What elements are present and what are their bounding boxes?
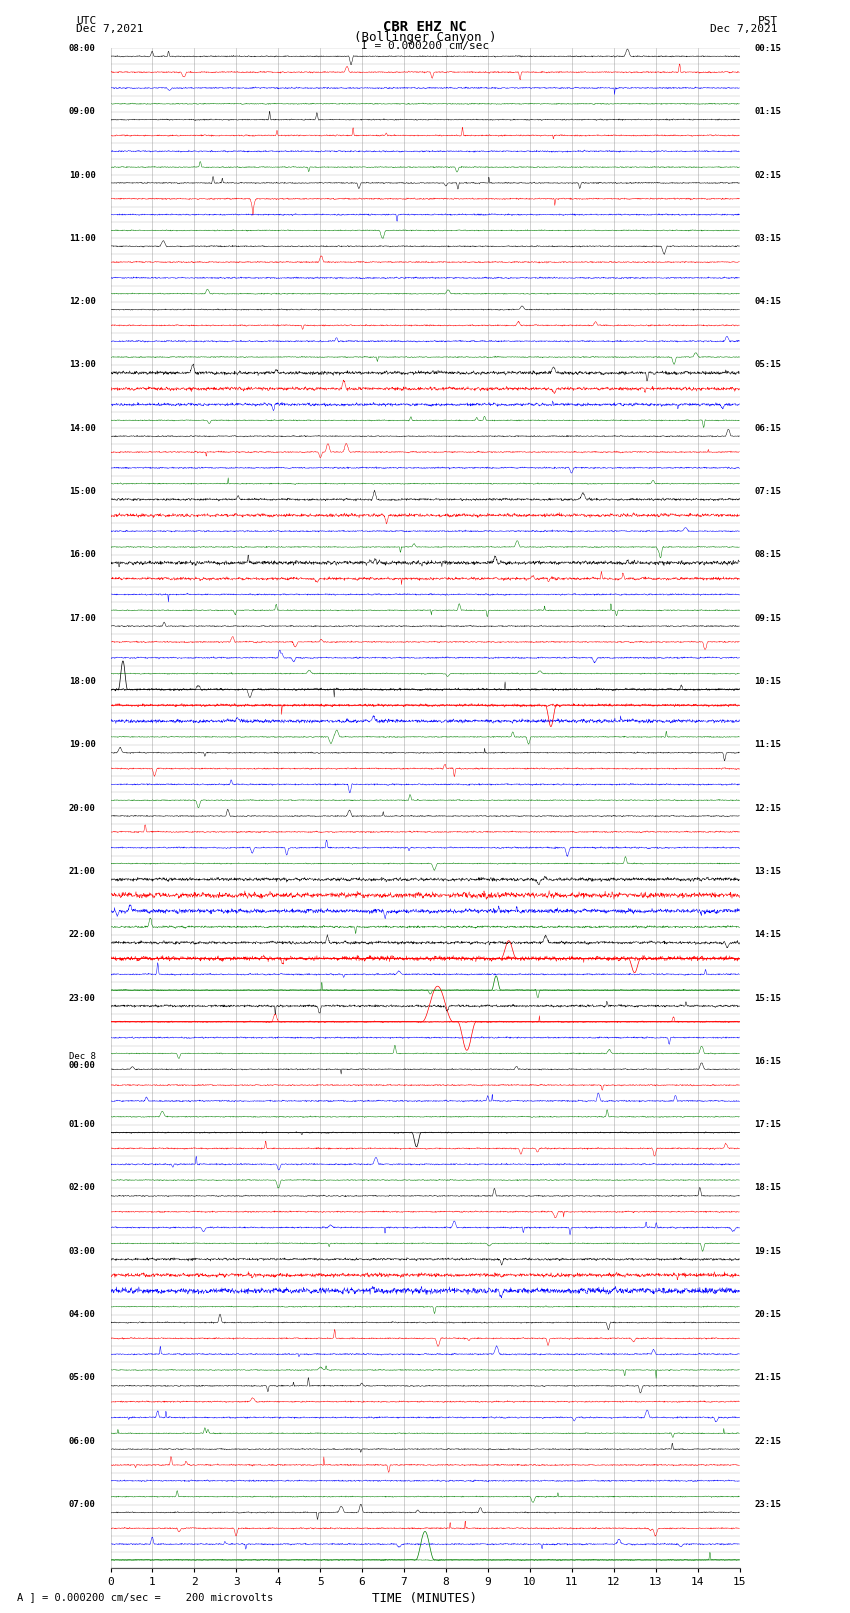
Text: Dec 8: Dec 8	[69, 1052, 96, 1061]
Text: 18:15: 18:15	[754, 1184, 781, 1192]
Text: 04:15: 04:15	[754, 297, 781, 306]
Text: 08:00: 08:00	[69, 44, 96, 53]
Text: 20:00: 20:00	[69, 803, 96, 813]
Text: 17:00: 17:00	[69, 613, 96, 623]
Text: 13:15: 13:15	[754, 866, 781, 876]
Text: 12:15: 12:15	[754, 803, 781, 813]
Text: 09:15: 09:15	[754, 613, 781, 623]
Text: 19:15: 19:15	[754, 1247, 781, 1257]
Text: 22:15: 22:15	[754, 1437, 781, 1445]
Text: 09:00: 09:00	[69, 106, 96, 116]
Text: 06:15: 06:15	[754, 424, 781, 432]
Text: 11:00: 11:00	[69, 234, 96, 244]
Text: CBR EHZ NC: CBR EHZ NC	[383, 19, 467, 34]
Text: 05:00: 05:00	[69, 1373, 96, 1382]
Text: 21:00: 21:00	[69, 866, 96, 876]
Text: 21:15: 21:15	[754, 1373, 781, 1382]
Text: 15:15: 15:15	[754, 994, 781, 1003]
Text: 14:00: 14:00	[69, 424, 96, 432]
Text: A ] = 0.000200 cm/sec =    200 microvolts: A ] = 0.000200 cm/sec = 200 microvolts	[17, 1592, 273, 1602]
Text: Dec 7,2021: Dec 7,2021	[76, 24, 144, 34]
Text: 03:15: 03:15	[754, 234, 781, 244]
Text: 13:00: 13:00	[69, 360, 96, 369]
Text: PST: PST	[757, 16, 778, 26]
Text: 18:00: 18:00	[69, 677, 96, 686]
Text: 00:15: 00:15	[754, 44, 781, 53]
Text: 12:00: 12:00	[69, 297, 96, 306]
Text: 16:00: 16:00	[69, 550, 96, 560]
Text: 11:15: 11:15	[754, 740, 781, 750]
Text: 10:00: 10:00	[69, 171, 96, 179]
Text: 23:15: 23:15	[754, 1500, 781, 1510]
Text: 10:15: 10:15	[754, 677, 781, 686]
Text: (Bollinger Canyon ): (Bollinger Canyon )	[354, 31, 496, 44]
Text: 05:15: 05:15	[754, 360, 781, 369]
Text: 01:00: 01:00	[69, 1119, 96, 1129]
Text: 08:15: 08:15	[754, 550, 781, 560]
Text: 00:00: 00:00	[69, 1061, 96, 1071]
Text: 22:00: 22:00	[69, 931, 96, 939]
Text: UTC: UTC	[76, 16, 97, 26]
Text: 04:00: 04:00	[69, 1310, 96, 1319]
Text: 02:00: 02:00	[69, 1184, 96, 1192]
Text: 16:15: 16:15	[754, 1057, 781, 1066]
Text: 20:15: 20:15	[754, 1310, 781, 1319]
Text: 14:15: 14:15	[754, 931, 781, 939]
Text: 07:15: 07:15	[754, 487, 781, 497]
Text: 06:00: 06:00	[69, 1437, 96, 1445]
Text: 15:00: 15:00	[69, 487, 96, 497]
Text: 03:00: 03:00	[69, 1247, 96, 1257]
Text: 17:15: 17:15	[754, 1119, 781, 1129]
Text: Dec 7,2021: Dec 7,2021	[711, 24, 778, 34]
Text: 07:00: 07:00	[69, 1500, 96, 1510]
X-axis label: TIME (MINUTES): TIME (MINUTES)	[372, 1592, 478, 1605]
Text: 02:15: 02:15	[754, 171, 781, 179]
Text: 19:00: 19:00	[69, 740, 96, 750]
Text: 01:15: 01:15	[754, 106, 781, 116]
Text: 23:00: 23:00	[69, 994, 96, 1003]
Text: I = 0.000200 cm/sec: I = 0.000200 cm/sec	[361, 40, 489, 52]
